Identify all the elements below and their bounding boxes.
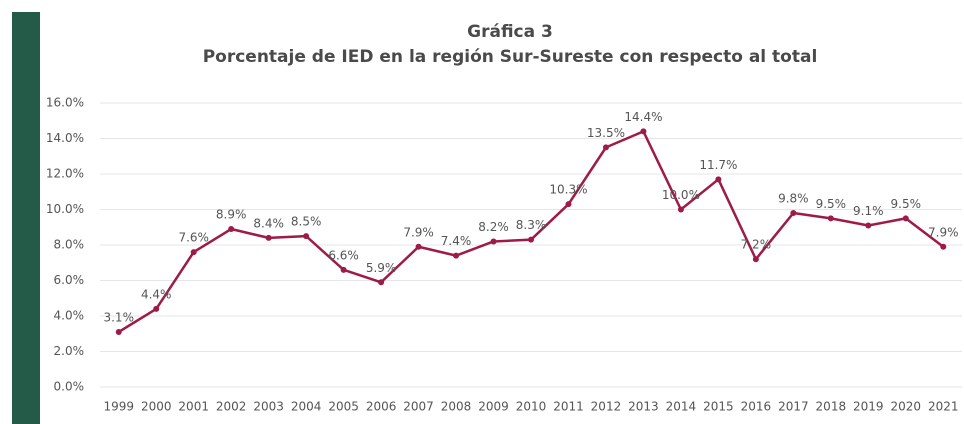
point: [565, 201, 572, 208]
point: [153, 305, 160, 312]
x-tick-label: 2003: [253, 400, 284, 414]
x-tick-label: 2017: [778, 400, 809, 414]
point: [303, 233, 310, 240]
x-tick-label: 2009: [478, 400, 509, 414]
x-tick-label: 2004: [291, 400, 322, 414]
point: [790, 210, 797, 217]
point: [677, 206, 684, 213]
x-tick-label: 2021: [928, 400, 959, 414]
point: [752, 256, 759, 263]
point: [940, 243, 947, 250]
point: [228, 226, 235, 233]
chart-subtitle: Porcentaje de IED en la región Sur-Sures…: [203, 47, 818, 67]
data-label: 9.5%: [891, 197, 922, 211]
y-tick-label: 4.0%: [54, 309, 85, 323]
data-label: 8.5%: [291, 215, 322, 229]
point: [902, 215, 909, 222]
data-label: 9.1%: [853, 204, 884, 218]
data-label: 7.2%: [741, 238, 772, 252]
x-tick-label: 2020: [891, 400, 922, 414]
x-tick-label: 2013: [628, 400, 659, 414]
x-tick-label: 2002: [216, 400, 247, 414]
data-label: 7.9%: [928, 225, 959, 239]
data-label: 7.4%: [441, 234, 472, 248]
x-tick-label: 2007: [403, 400, 434, 414]
y-tick-label: 2.0%: [54, 344, 85, 358]
point: [415, 243, 422, 250]
point: [115, 328, 122, 335]
point: [528, 236, 534, 243]
data-label: 13.5%: [587, 126, 625, 140]
data-label: 8.4%: [253, 216, 284, 230]
x-tick-label: 2018: [816, 400, 847, 414]
x-tick-label: 2015: [703, 400, 734, 414]
point: [378, 279, 385, 286]
y-tick-label: 6.0%: [54, 273, 85, 287]
x-tick-label: 2006: [366, 400, 397, 414]
x-tick-label: 2005: [328, 400, 359, 414]
data-label: 10.3%: [549, 183, 587, 197]
y-tick-label: 0.0%: [54, 380, 85, 394]
x-tick-label: 2019: [853, 400, 884, 414]
point: [640, 128, 647, 135]
data-label: 9.5%: [816, 197, 847, 211]
x-tick-label: 2010: [516, 400, 547, 414]
y-tick-label: 10.0%: [46, 202, 84, 216]
x-tick-label: 2001: [178, 400, 209, 414]
x-tick-label: 2014: [666, 400, 697, 414]
data-label: 14.4%: [624, 110, 662, 124]
point: [827, 215, 834, 222]
y-tick-label: 16.0%: [46, 96, 84, 110]
y-tick-label: 14.0%: [46, 131, 84, 145]
point: [602, 144, 609, 151]
data-label: 6.6%: [328, 248, 359, 262]
data-label: 7.9%: [403, 225, 434, 239]
point: [190, 249, 197, 256]
point: [490, 238, 497, 245]
data-label: 4.4%: [141, 287, 172, 301]
data-label: 8.3%: [516, 218, 547, 232]
x-tick-label: 2008: [441, 400, 472, 414]
data-label: 11.7%: [699, 158, 737, 172]
x-tick-label: 2016: [741, 400, 772, 414]
point: [715, 176, 722, 183]
x-tick-label: 2012: [591, 400, 622, 414]
data-label: 10.0%: [662, 188, 700, 202]
data-label: 7.6%: [178, 231, 209, 245]
point: [340, 266, 347, 273]
x-tick-label: 1999: [103, 400, 134, 414]
data-label: 8.2%: [478, 220, 509, 234]
data-label: 3.1%: [103, 310, 134, 324]
point: [453, 252, 460, 259]
data-label: 8.9%: [216, 208, 247, 222]
data-label: 5.9%: [366, 261, 397, 275]
point: [265, 234, 272, 241]
x-tick-label: 2011: [553, 400, 584, 414]
side-band: [12, 12, 40, 424]
x-tick-label: 2000: [141, 400, 172, 414]
y-tick-label: 12.0%: [46, 167, 84, 181]
point: [865, 222, 872, 229]
data-label: 9.8%: [778, 192, 809, 206]
chart-title: Gráfica 3: [467, 22, 553, 42]
y-tick-label: 8.0%: [54, 238, 85, 252]
